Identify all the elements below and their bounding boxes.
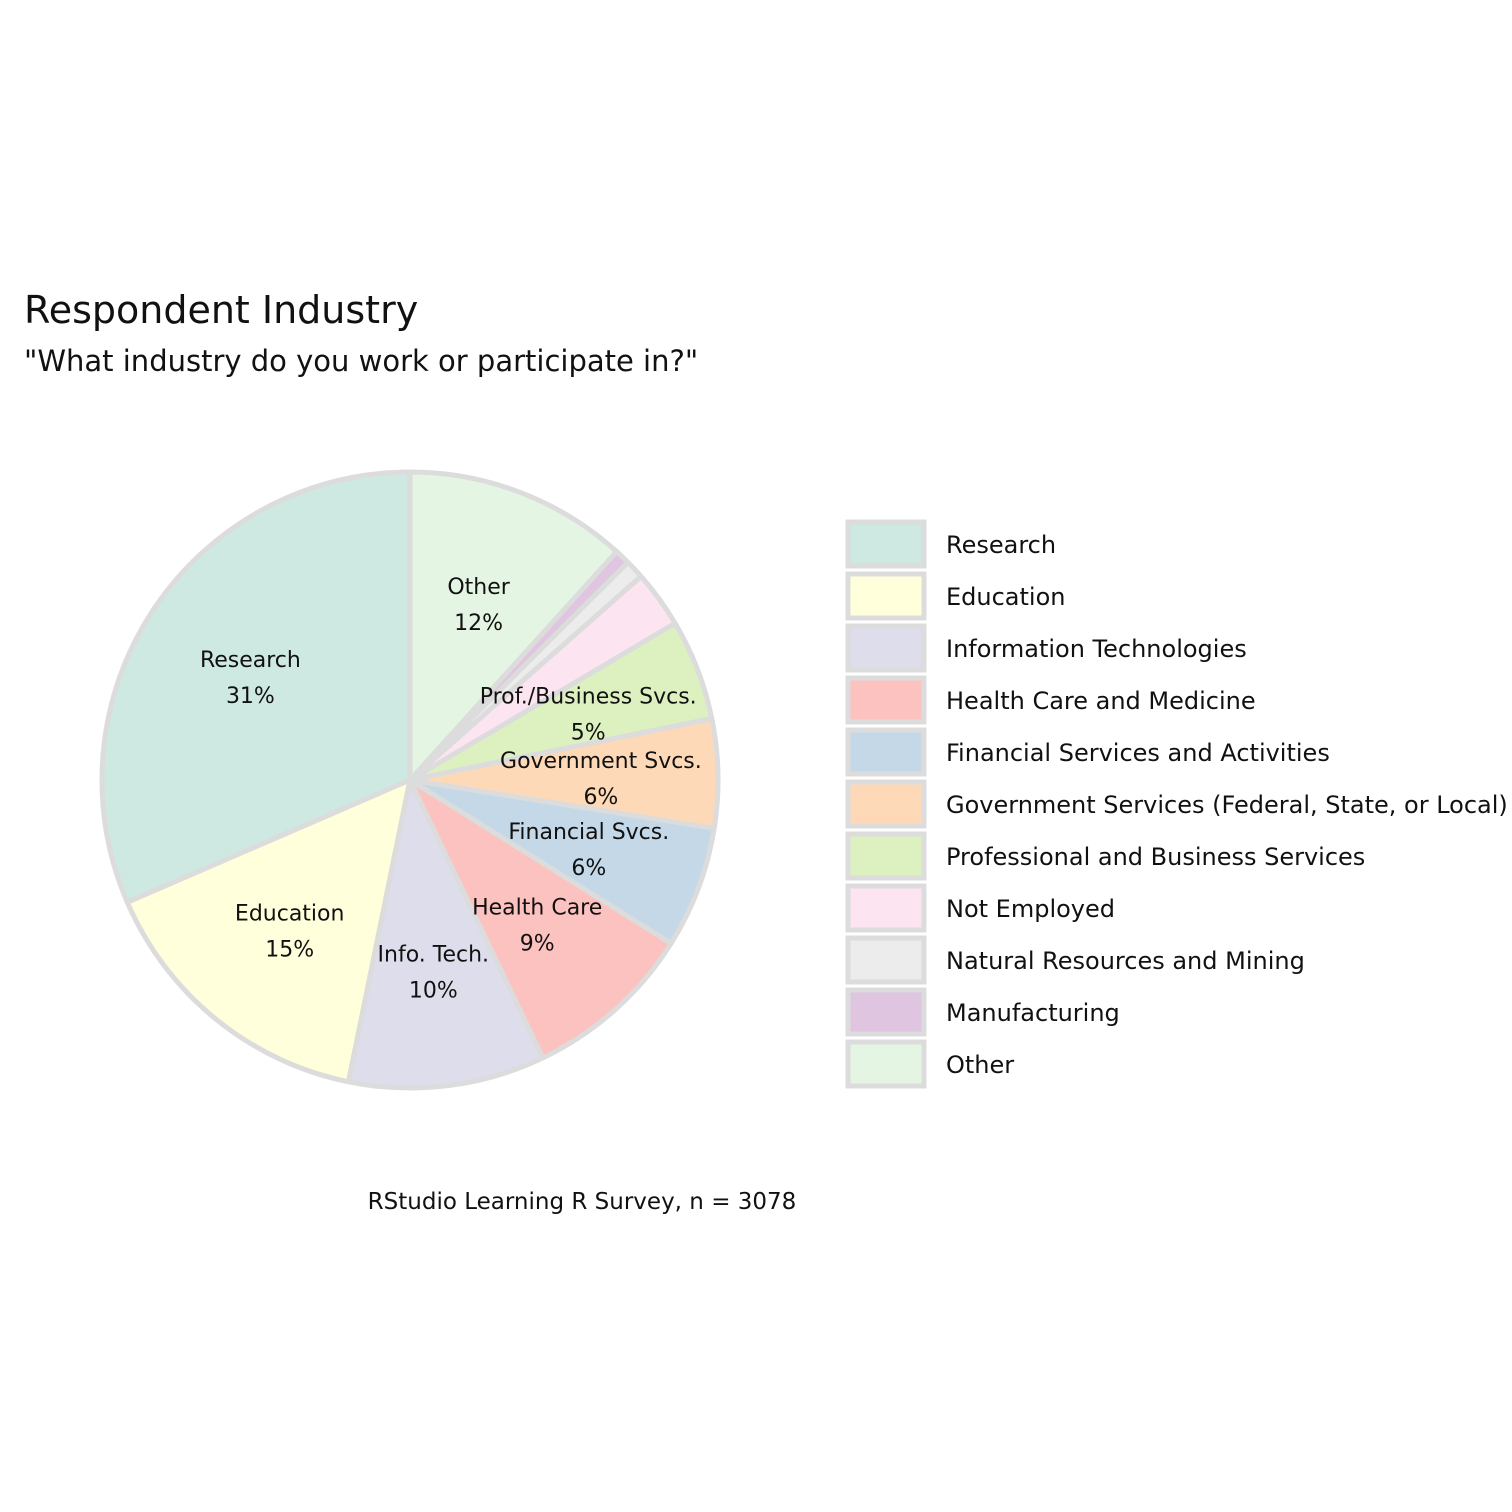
legend-label-education: Education [946,583,1065,611]
pie-slice-health-care-and-medicine [407,777,674,1061]
slice-label-financial-services-and-activities: Financial Svcs. [508,820,669,845]
legend-label-natural-resources-and-mining: Natural Resources and Mining [946,947,1305,975]
slice-percent-other: 12% [454,611,503,636]
legend: Research Education Information Technologie… [845,519,1508,1089]
chart-caption: RStudio Learning R Survey, n = 3078 [368,1189,797,1215]
legend-key-not-employed [845,883,927,933]
slice-label-government-services-federal-state-or-local: Government Svcs. [500,749,702,774]
legend-key-other [845,1039,927,1089]
legend-label-government-services-federal-state-or-local: Government Services (Federal, State, or … [946,791,1508,819]
slice-label-health-care-and-medicine: Health Care [472,895,602,920]
legend-label-professional-and-business-services: Professional and Business Services [946,843,1365,871]
legend-key-financial-services-and-activities [845,727,927,777]
legend-key-research [845,519,927,569]
legend-label-information-technologies: Information Technologies [946,635,1247,663]
pie-slice-research [99,469,413,905]
legend-key-health-care-and-medicine [845,675,927,725]
legend-key-education [845,571,927,621]
pie-slice-other [407,469,620,783]
slice-label-other: Other [447,575,510,600]
slice-percent-research: 31% [226,684,275,709]
legend-label-not-employed: Not Employed [946,895,1115,923]
legend-key-manufacturing [845,987,927,1037]
chart-title: Respondent Industry [24,288,418,332]
slice-percent-government-services-federal-state-or-local: 6% [583,785,618,810]
legend-key-natural-resources-and-mining [845,935,927,985]
legend-key-professional-and-business-services [845,831,927,881]
pie-slices [99,469,721,1091]
slice-label-professional-and-business-services: Prof./Business Svcs. [480,684,697,709]
legend-label-research: Research [946,531,1056,559]
slice-percent-education: 15% [265,937,314,962]
pie-labels: Research 31% Education 15% Info. Tech. 10% Hea… [200,575,702,1004]
pie-slice-education [124,777,413,1085]
slice-label-information-technologies: Info. Tech. [378,943,490,968]
legend-label-other: Other [946,1051,1014,1079]
slice-percent-financial-services-and-activities: 6% [571,856,606,881]
slice-label-research: Research [200,648,301,673]
slice-percent-health-care-and-medicine: 9% [520,931,555,956]
legend-label-financial-services-and-activities: Financial Services and Activities [946,739,1330,767]
legend-key-government-services-federal-state-or-local [845,779,927,829]
legend-label-health-care-and-medicine: Health Care and Medicine [946,687,1256,715]
slice-label-education: Education [235,901,345,926]
slice-percent-information-technologies: 10% [409,979,458,1004]
pie-slice-information-technologies [345,777,546,1091]
slice-percent-professional-and-business-services: 5% [571,720,606,745]
legend-key-information-technologies [845,623,927,673]
legend-label-manufacturing: Manufacturing [946,999,1120,1027]
chart-subtitle: "What industry do you work or participat… [24,344,698,378]
